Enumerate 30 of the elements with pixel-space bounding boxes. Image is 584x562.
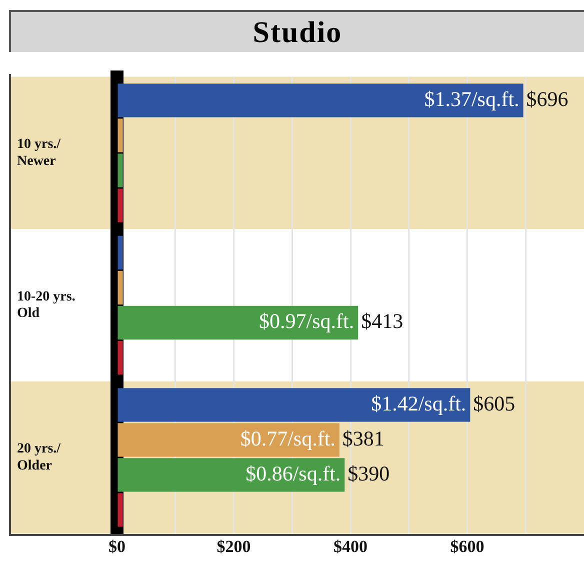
annotation: $0.97/sq.ft. [258,309,354,334]
bar [118,84,524,118]
data-label: $605 [473,391,516,416]
y-tick-label: 10-20 yrs. Old [17,289,76,322]
bar [118,388,470,422]
bar [118,118,123,152]
bar [118,340,123,375]
x-tick-label: $200 [216,537,251,556]
annotation: $0.86/sq.ft. [246,461,341,486]
y-tick-label: 20 yrs./ Older [17,442,62,474]
y-tick-label: 10 yrs./ Newer [17,137,62,169]
data-label: $413 [361,309,404,334]
bar [118,493,123,527]
bar [118,458,345,492]
annotation: $1.37/sq.ft. [424,86,520,111]
data-label: $381 [342,426,384,450]
data-label: $390 [348,461,390,486]
bar [118,236,123,270]
bar [118,306,358,340]
bar [118,188,123,222]
bar [118,154,123,188]
x-tick-label: $0 [108,537,126,556]
bar [118,423,340,457]
x-tick-label: $600 [450,537,484,556]
chart-title: Studio [9,10,584,52]
annotation: $0.77/sq.ft. [240,426,336,450]
annotation: $1.42/sq.ft. [371,391,466,416]
data-label: $696 [526,86,568,111]
bar [118,270,123,304]
x-tick-label: $400 [334,537,368,556]
